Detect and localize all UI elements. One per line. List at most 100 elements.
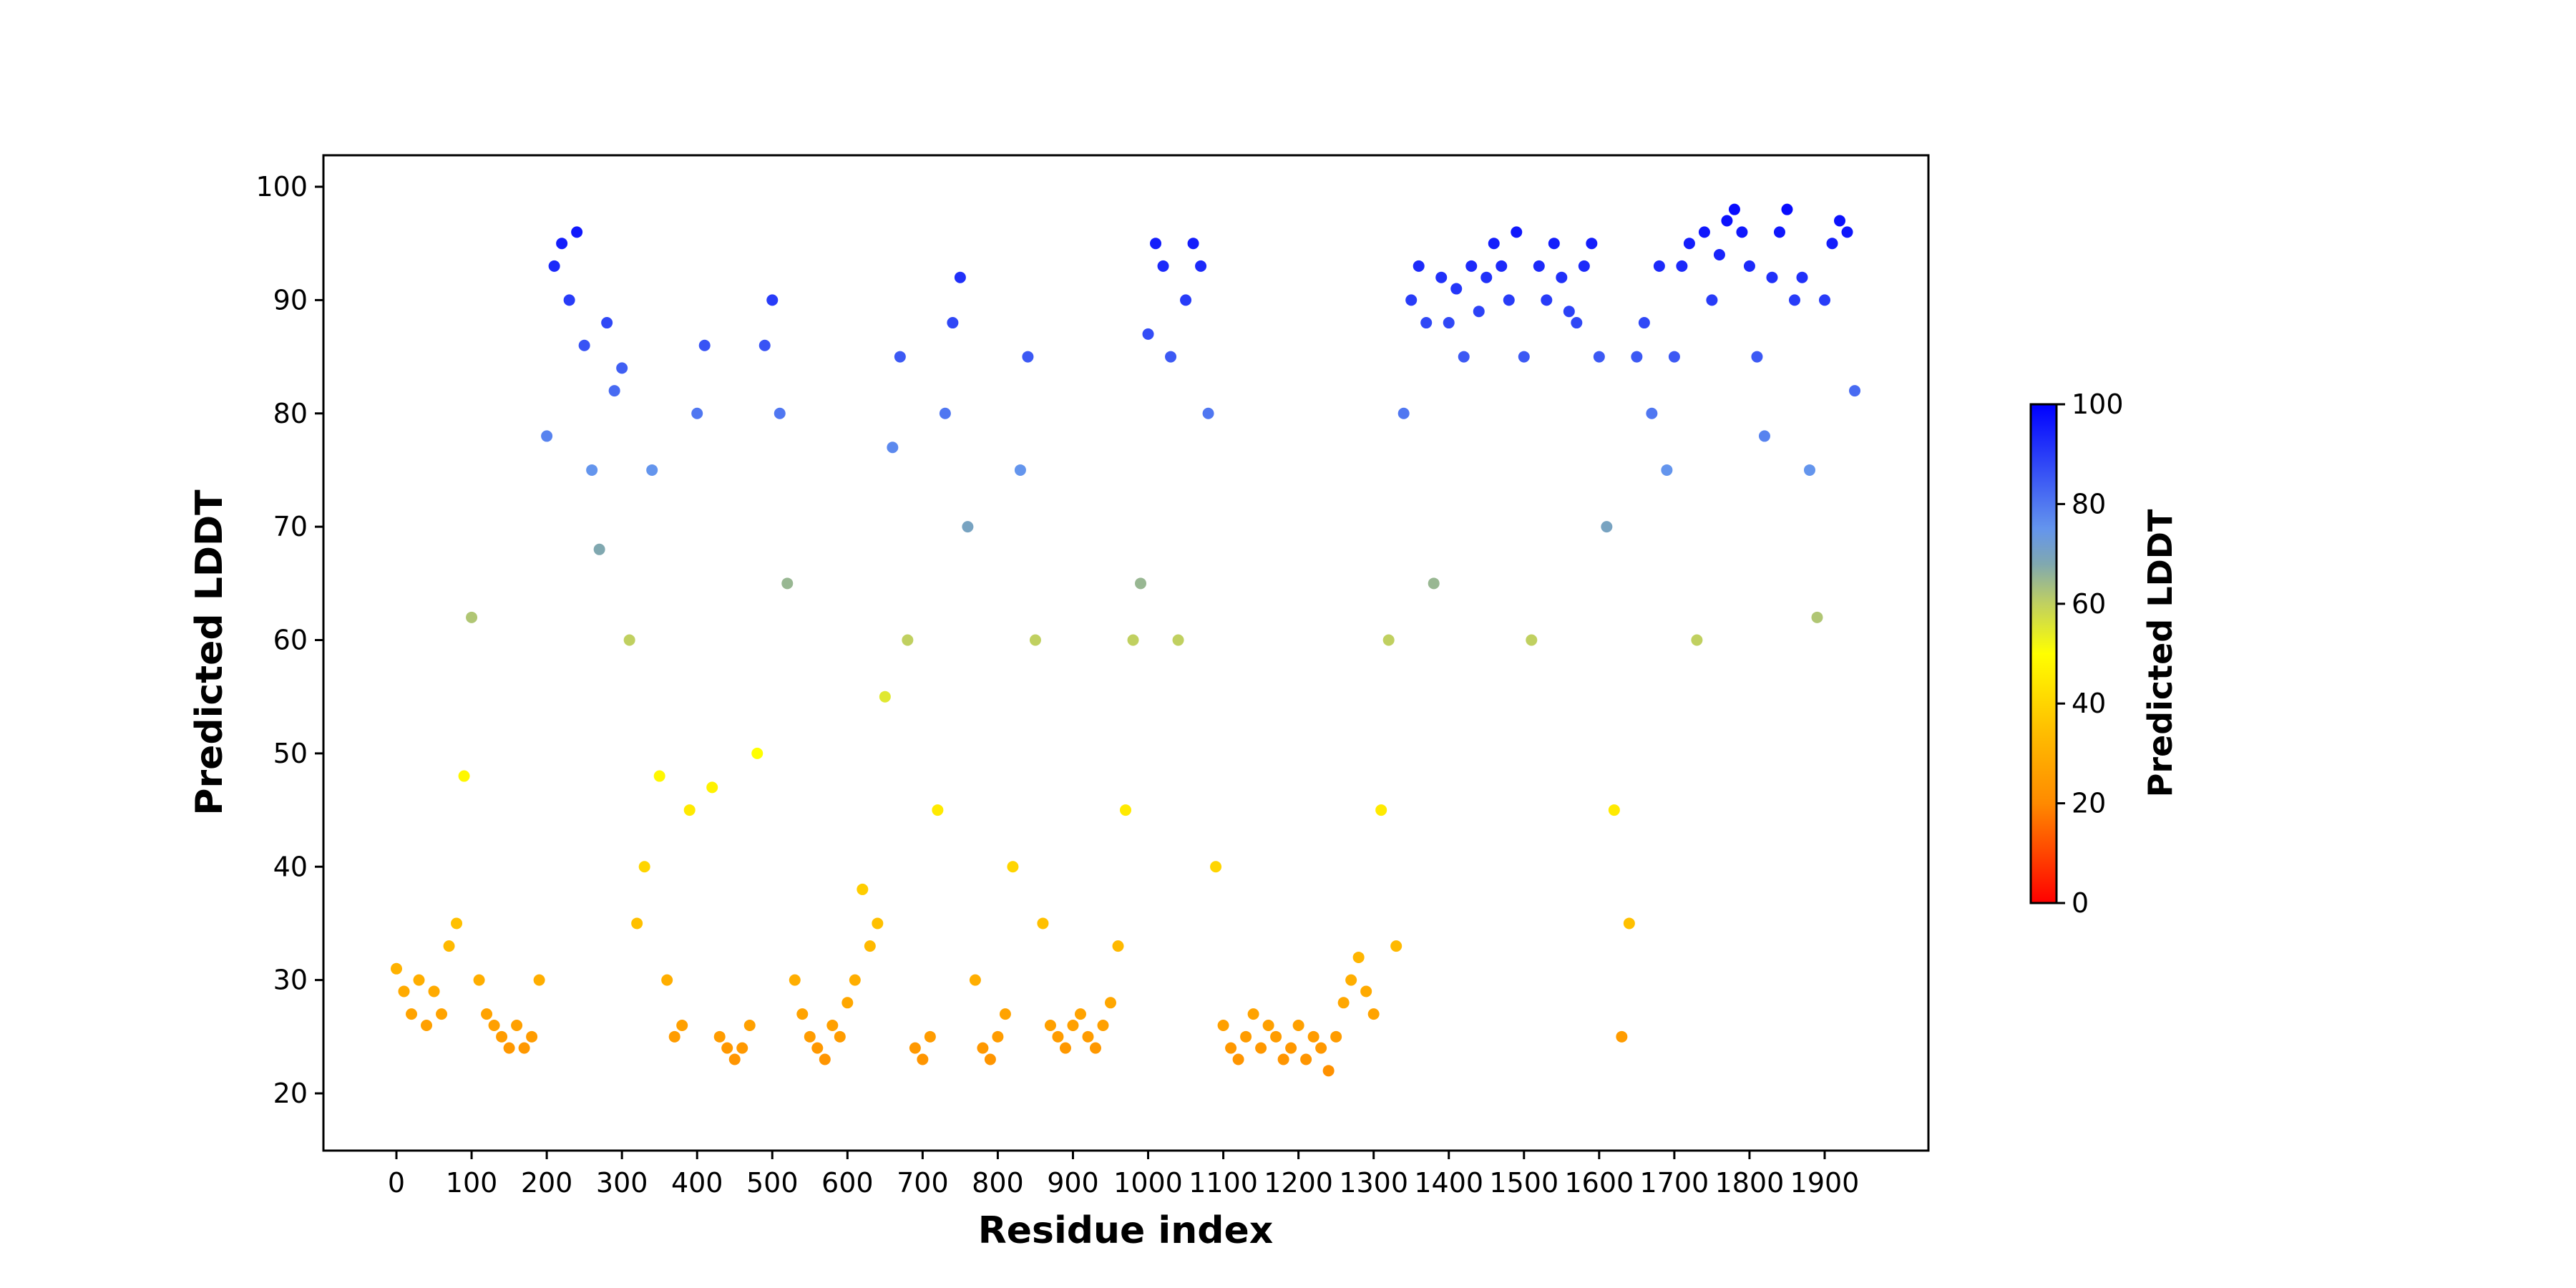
data-point bbox=[421, 1019, 433, 1031]
data-point bbox=[1653, 260, 1665, 272]
data-point bbox=[774, 407, 786, 419]
data-point bbox=[826, 1019, 839, 1031]
data-point bbox=[1240, 1030, 1252, 1043]
y-tick-label: 60 bbox=[273, 625, 308, 656]
data-point bbox=[1443, 317, 1455, 329]
x-tick-label: 1000 bbox=[1113, 1167, 1183, 1199]
data-point bbox=[526, 1030, 538, 1043]
y-axis-label: Predicted LDDT bbox=[188, 489, 231, 816]
x-tick-label: 900 bbox=[1047, 1167, 1099, 1199]
data-point bbox=[766, 294, 779, 306]
data-point bbox=[1480, 271, 1493, 283]
data-point bbox=[1668, 351, 1680, 363]
data-point bbox=[608, 385, 620, 397]
y-tick-label: 20 bbox=[273, 1078, 308, 1109]
data-point bbox=[443, 940, 455, 952]
y-tick-label: 80 bbox=[273, 398, 308, 429]
data-point bbox=[1638, 317, 1650, 329]
data-point bbox=[1691, 634, 1703, 646]
data-point bbox=[1450, 283, 1463, 295]
x-axis-label: Residue index bbox=[978, 1209, 1274, 1252]
data-point bbox=[879, 691, 891, 703]
data-point bbox=[601, 317, 613, 329]
data-point bbox=[473, 974, 485, 986]
data-point bbox=[954, 271, 966, 283]
data-point bbox=[1007, 861, 1019, 873]
data-point bbox=[496, 1030, 508, 1043]
data-point bbox=[1390, 940, 1402, 952]
data-point bbox=[1089, 1042, 1101, 1054]
data-point bbox=[1307, 1030, 1319, 1043]
data-point bbox=[1217, 1019, 1229, 1031]
data-point bbox=[969, 974, 981, 986]
data-point bbox=[1706, 294, 1718, 306]
data-point bbox=[857, 883, 869, 895]
data-point bbox=[1315, 1042, 1327, 1054]
data-point bbox=[1322, 1065, 1335, 1077]
data-point bbox=[758, 339, 771, 351]
colorbar-tick-label: 0 bbox=[2072, 887, 2089, 919]
data-point bbox=[849, 974, 861, 986]
data-point bbox=[428, 985, 440, 997]
colorbar-tick-label: 80 bbox=[2072, 488, 2106, 519]
data-point bbox=[1120, 804, 1132, 816]
data-point bbox=[406, 1008, 418, 1020]
data-point bbox=[1571, 317, 1583, 329]
data-point bbox=[1014, 464, 1026, 476]
data-point bbox=[872, 917, 884, 930]
x-tick-label: 1900 bbox=[1790, 1167, 1860, 1199]
data-point bbox=[1458, 351, 1470, 363]
data-point bbox=[616, 362, 628, 374]
data-point bbox=[962, 521, 974, 533]
data-point bbox=[924, 1030, 936, 1043]
data-point bbox=[1526, 634, 1538, 646]
data-point bbox=[1796, 271, 1808, 283]
colorbar-ticks: 0 20 40 60 80 100 bbox=[2057, 389, 2124, 919]
data-point bbox=[1548, 238, 1560, 250]
data-point bbox=[458, 770, 470, 782]
data-point bbox=[1135, 577, 1147, 590]
x-tick-label: 1100 bbox=[1189, 1167, 1258, 1199]
data-point bbox=[1488, 238, 1500, 250]
x-tick-label: 0 bbox=[388, 1167, 405, 1199]
x-tick-label: 400 bbox=[671, 1167, 723, 1199]
data-point bbox=[728, 1053, 741, 1065]
data-point bbox=[1736, 226, 1748, 238]
y-tick-label: 100 bbox=[255, 171, 308, 203]
data-point bbox=[1766, 271, 1778, 283]
colorbar-label: Predicted LDDT bbox=[2141, 509, 2180, 797]
data-point bbox=[533, 974, 545, 986]
data-point bbox=[413, 974, 425, 986]
data-point bbox=[691, 407, 703, 419]
data-point bbox=[917, 1053, 929, 1065]
data-point bbox=[586, 464, 598, 476]
x-tick-label: 1700 bbox=[1640, 1167, 1709, 1199]
data-point bbox=[451, 917, 463, 930]
data-point bbox=[1428, 577, 1440, 590]
data-point bbox=[1367, 1008, 1380, 1020]
data-point bbox=[932, 804, 944, 816]
data-point bbox=[841, 997, 854, 1009]
data-point bbox=[1503, 294, 1515, 306]
data-point bbox=[1375, 804, 1387, 816]
data-point bbox=[1142, 328, 1154, 340]
data-point bbox=[1698, 226, 1710, 238]
data-point bbox=[631, 917, 643, 930]
data-point bbox=[646, 464, 658, 476]
data-point bbox=[1202, 407, 1214, 419]
colorbar: 0 20 40 60 80 100 Predicted LDDT bbox=[2029, 389, 2180, 919]
data-point bbox=[1563, 306, 1575, 318]
data-point bbox=[1022, 351, 1034, 363]
data-point bbox=[819, 1053, 831, 1065]
data-point bbox=[1082, 1030, 1094, 1043]
data-point bbox=[1157, 260, 1169, 272]
data-point bbox=[1758, 430, 1770, 442]
data-point bbox=[593, 543, 605, 555]
data-point bbox=[1277, 1053, 1289, 1065]
data-point bbox=[977, 1042, 989, 1054]
data-point bbox=[1074, 1008, 1086, 1020]
data-point bbox=[1841, 226, 1853, 238]
data-point bbox=[563, 294, 575, 306]
data-point bbox=[1360, 985, 1372, 997]
colorbar-tick-label: 60 bbox=[2072, 588, 2106, 620]
